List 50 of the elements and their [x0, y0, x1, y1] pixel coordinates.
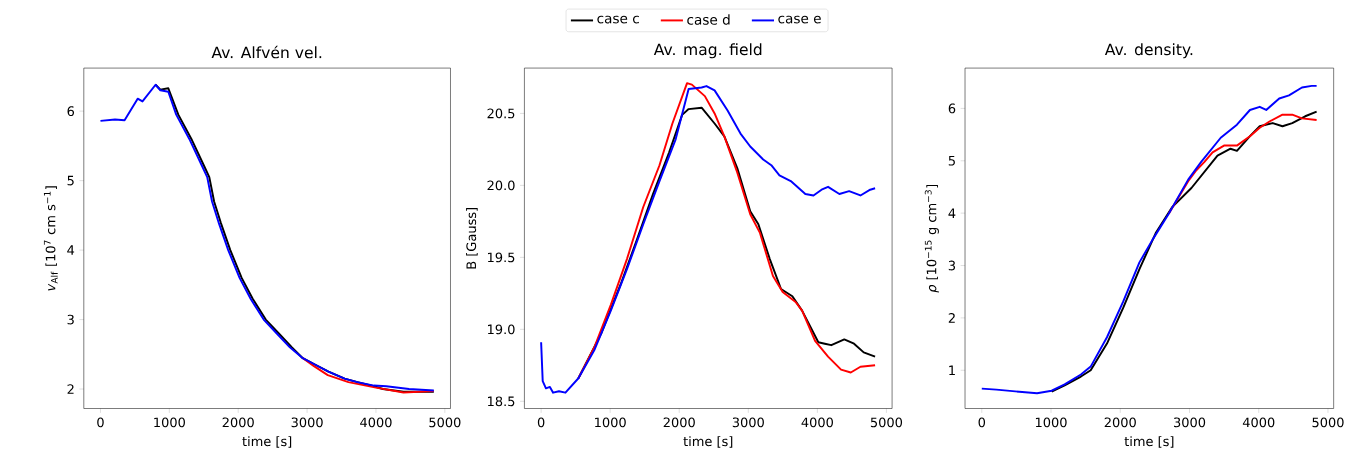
- x-tick-label: 5000: [429, 417, 461, 428]
- legend-label: case d: [687, 14, 730, 25]
- y-tick-label: 2: [948, 312, 955, 323]
- line-series: [99, 83, 435, 392]
- y-tick-label: 6: [67, 106, 75, 116]
- y-tick-label: 4: [67, 245, 75, 255]
- chart-title: Av. Alfvén vel.: [211, 45, 322, 59]
- x-tick-label: 4000: [801, 417, 833, 428]
- y-tick-label: 18.5: [488, 396, 515, 407]
- y-tick-label: 19.5: [488, 252, 515, 263]
- x-tick-label: 0: [537, 417, 545, 428]
- y-tick-label: 4: [948, 208, 956, 218]
- x-tick-label: 4000: [360, 417, 392, 428]
- y-tick-label: 3: [67, 314, 74, 325]
- legend-label: case c: [597, 15, 639, 24]
- x-tick-label: 1000: [1035, 417, 1067, 428]
- chart-title: Av. mag. field: [653, 43, 762, 59]
- chart-title: Av. density.: [1104, 43, 1193, 59]
- x-tick-label: 5000: [1312, 417, 1344, 428]
- x-tick-label: 0: [978, 417, 986, 428]
- y-tick-label: 5: [67, 175, 74, 186]
- x-axis-title: time [s]: [242, 436, 292, 448]
- line-series: [980, 84, 1318, 395]
- y-axis-title: v$_{Alf}$ [10$^{7}$ cm s$^{−1}$]: [43, 186, 58, 291]
- x-tick-label: 2000: [222, 417, 254, 428]
- x-tick-label: 0: [97, 417, 104, 428]
- x-tick-label: 1000: [154, 417, 185, 428]
- y-tick-label: 1: [949, 365, 955, 375]
- y-tick-label: 3: [948, 260, 956, 271]
- x-axis-title: time [s]: [1124, 436, 1174, 448]
- line-series: [1167, 113, 1318, 215]
- legend-label: case e: [778, 15, 821, 24]
- y-axis-title: B [Gauss]: [466, 207, 478, 269]
- x-tick-label: 3000: [1174, 417, 1206, 428]
- x-tick-label: 1000: [595, 417, 626, 428]
- x-tick-label: 3000: [291, 417, 323, 428]
- y-axis-title: ρ [10$^{−15}$ g cm$^{−3}$]: [924, 184, 939, 293]
- x-tick-label: 2000: [663, 417, 695, 428]
- x-tick-label: 4000: [1242, 417, 1275, 428]
- x-axis-title: time [s]: [683, 436, 733, 448]
- y-tick-label: 20.0: [487, 180, 515, 191]
- x-tick-label: 3000: [732, 417, 764, 428]
- x-tick-label: 5000: [870, 417, 903, 428]
- y-tick-label: 2: [67, 384, 74, 394]
- y-tick-label: 20.5: [487, 108, 515, 119]
- y-tick-label: 19.0: [488, 324, 515, 335]
- x-tick-label: 2000: [1104, 417, 1136, 428]
- y-tick-label: 6: [948, 103, 956, 114]
- y-tick-label: 5: [948, 155, 955, 166]
- line-series: [540, 84, 877, 394]
